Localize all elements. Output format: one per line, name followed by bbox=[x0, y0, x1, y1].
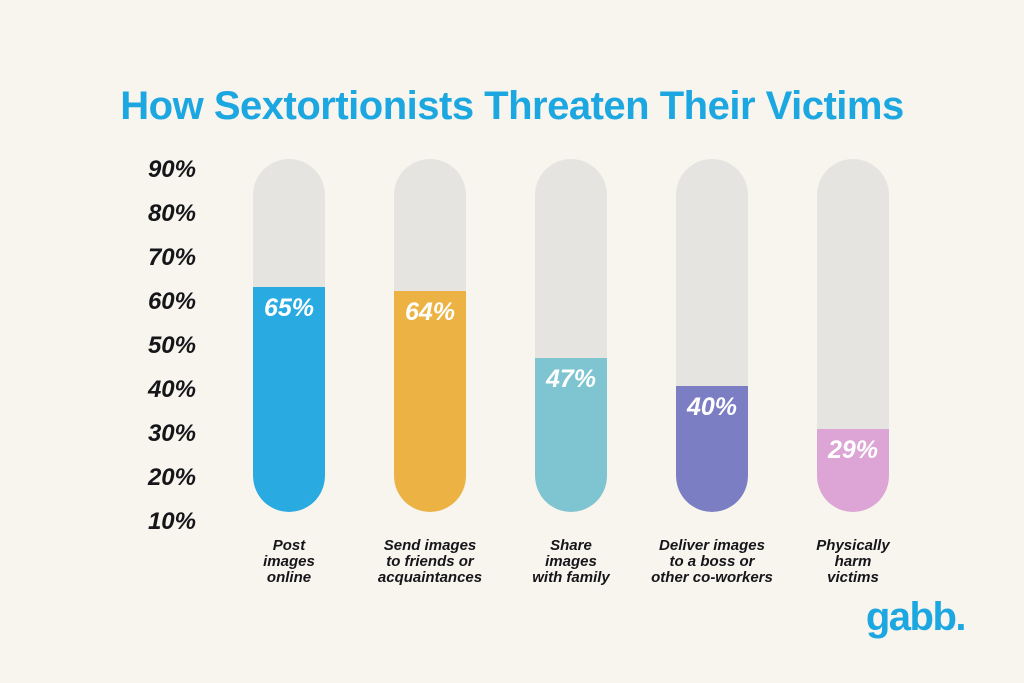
y-axis-tick: 30% bbox=[147, 420, 196, 447]
category-label: Send images to friends or acquaintances bbox=[377, 537, 483, 586]
chart-title: How Sextortionists Threaten Their Victim… bbox=[120, 84, 904, 128]
category-label: Deliver images to a boss or other co-wor… bbox=[651, 537, 773, 586]
bar-track: 65% bbox=[253, 159, 325, 512]
bar-track: 64% bbox=[394, 159, 466, 512]
bar-value-label: 47% bbox=[545, 365, 597, 393]
bar-track: 29% bbox=[817, 159, 889, 512]
category-label: Physically harm victims bbox=[816, 537, 890, 586]
category-label: Post images online bbox=[263, 537, 315, 586]
bar-track: 40% bbox=[676, 159, 748, 512]
y-axis-tick: 80% bbox=[147, 200, 196, 227]
bar-fill: 47% bbox=[535, 358, 607, 512]
y-axis-tick: 60% bbox=[147, 288, 196, 315]
y-axis-tick: 50% bbox=[147, 332, 196, 359]
bar-fill: 29% bbox=[817, 429, 889, 512]
gabb-logo: gabb. bbox=[865, 595, 967, 639]
bar-value-label: 64% bbox=[404, 298, 456, 326]
category-label: Share images with family bbox=[532, 537, 610, 586]
bar-fill: 40% bbox=[676, 386, 748, 512]
y-axis-tick: 90% bbox=[147, 156, 196, 183]
bar-value-label: 29% bbox=[827, 436, 879, 464]
bar-track: 47% bbox=[535, 159, 607, 512]
bar-fill: 64% bbox=[394, 291, 466, 512]
y-axis-tick: 20% bbox=[147, 464, 196, 491]
bar-value-label: 40% bbox=[686, 393, 738, 421]
y-axis-tick: 70% bbox=[147, 244, 196, 271]
bar-fill: 65% bbox=[253, 287, 325, 512]
y-axis-tick: 10% bbox=[147, 508, 196, 535]
y-axis-tick: 40% bbox=[147, 376, 196, 403]
bar-value-label: 65% bbox=[263, 294, 315, 322]
